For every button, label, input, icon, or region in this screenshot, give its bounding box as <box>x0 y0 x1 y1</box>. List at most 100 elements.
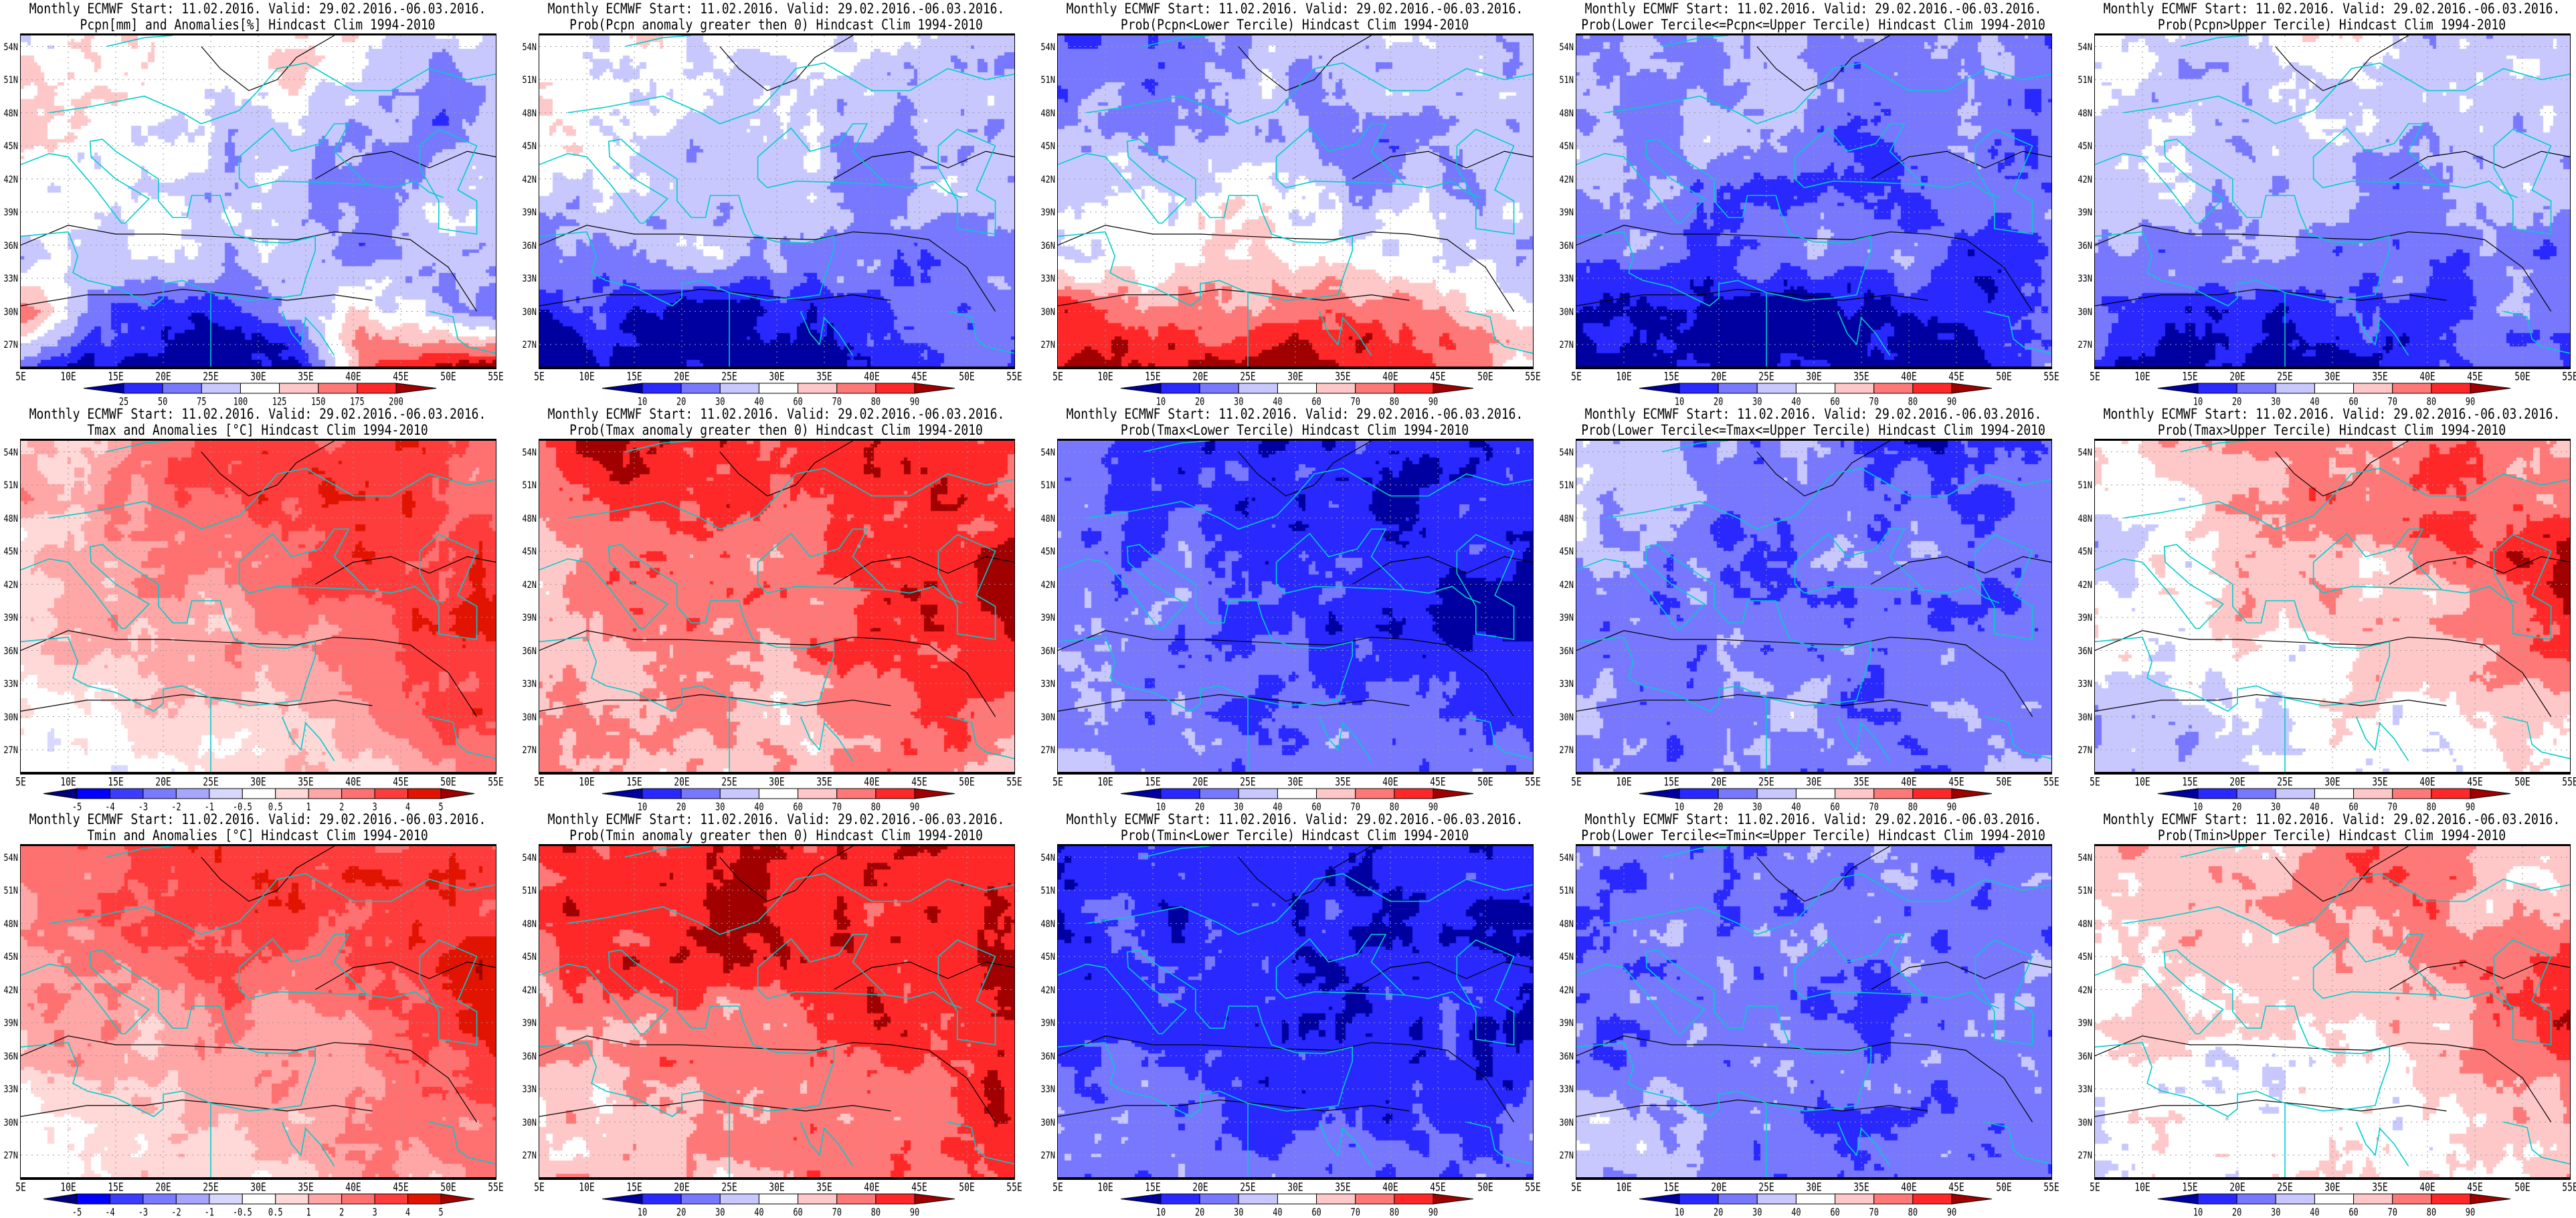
lat-tick-label: 42N <box>1040 984 1055 995</box>
lat-tick-label: 54N <box>522 851 537 863</box>
coastline <box>567 500 701 519</box>
colorbar-legend <box>82 383 438 397</box>
coastline <box>1275 528 1406 594</box>
lat-tick-label: 51N <box>3 74 18 86</box>
coastline <box>1318 716 1344 751</box>
lat-tick-label: 45N <box>2078 140 2092 152</box>
coastline <box>567 95 701 114</box>
colorbar-low-triangle <box>2157 788 2199 799</box>
lat-tick-label: 27N <box>1559 1149 1574 1161</box>
lon-tick-label: 55E <box>2043 776 2059 789</box>
lat-tick-label: 30N <box>1040 711 1055 722</box>
lat-tick-label: 27N <box>3 338 18 350</box>
lat-tick-label: 54N <box>1559 41 1574 52</box>
colorbar-swatch <box>1873 1193 1914 1205</box>
lat-tick-label: 42N <box>1559 579 1574 590</box>
coastline <box>1737 62 2051 124</box>
panel-title-line2: Prob(Pcpn>Upper Tercile) Hindcast Clim 1… <box>2157 16 2506 33</box>
map-plot-area[interactable] <box>2094 439 2571 775</box>
colorbar-swatch <box>758 383 799 394</box>
lat-tick-label: 33N <box>3 678 18 690</box>
colorbar-swatch <box>242 788 276 799</box>
colorbar-swatch <box>76 788 110 799</box>
map-plot-area[interactable] <box>2094 33 2571 369</box>
lat-tick-label: 30N <box>2078 711 2092 722</box>
colorbar-swatch <box>1199 1193 1239 1205</box>
coastline <box>2180 441 2247 453</box>
lon-tick-label: 50E <box>2514 776 2531 789</box>
coastline <box>281 311 306 346</box>
lat-tick-label: 42N <box>2078 579 2092 590</box>
lon-tick-label: 55E <box>1525 1181 1541 1195</box>
lon-tick-label: 5E <box>15 776 26 789</box>
colorbar-low-triangle <box>1120 788 1162 799</box>
map-plot-area[interactable] <box>1057 844 1534 1180</box>
lat-tick-label: 45N <box>522 140 537 152</box>
lat-tick-label: 39N <box>2078 611 2092 623</box>
map-plot-area[interactable] <box>539 33 1015 369</box>
colorbar <box>602 383 955 394</box>
colorbar-swatch <box>2392 788 2432 799</box>
lon-tick-label: 55E <box>488 371 504 384</box>
lon-tick-label: 35E <box>298 776 314 789</box>
lon-tick-label: 40E <box>864 776 880 789</box>
colorbar-swatch <box>2197 788 2237 799</box>
colorbar-tick-label: 20 <box>1713 1206 1724 1218</box>
colorbar <box>1639 383 1993 394</box>
colorbar-tick-label: 10 <box>1674 1206 1685 1218</box>
lat-tick-label: 39N <box>522 611 537 623</box>
lon-tick-label: 30E <box>250 776 266 789</box>
map-overlay <box>21 846 496 1177</box>
colorbar-swatch <box>875 788 915 799</box>
map-panel: Monthly ECMWF Start: 11.02.2016. Valid: … <box>0 405 519 813</box>
coastline <box>1974 534 2033 640</box>
lat-tick-label: 51N <box>1559 884 1574 896</box>
panel-title-line1: Monthly ECMWF Start: 11.02.2016. Valid: … <box>547 0 1005 18</box>
colorbar-swatch <box>1873 788 1914 799</box>
lat-tick-label: 33N <box>3 272 18 284</box>
contour-line <box>1576 1099 1928 1117</box>
map-plot-area[interactable] <box>1057 439 1534 775</box>
map-plot-area[interactable] <box>20 439 496 775</box>
map-plot-area[interactable] <box>539 844 1015 1180</box>
map-plot-area[interactable] <box>539 439 1015 775</box>
coastline <box>1456 534 1515 640</box>
map-plot-area[interactable] <box>1576 844 2052 1180</box>
coastline <box>2355 716 2381 751</box>
lat-tick-label: 51N <box>2078 884 2092 896</box>
map-plot-area[interactable] <box>1057 33 1534 369</box>
lon-tick-label: 5E <box>1052 371 1063 384</box>
lon-tick-label: 45E <box>1430 776 1446 789</box>
lat-tick-label: 36N <box>1040 1050 1055 1061</box>
coastline <box>1218 468 1533 530</box>
lon-tick-label: 55E <box>488 776 504 789</box>
colorbar <box>1639 788 1993 799</box>
map-panel: Monthly ECMWF Start: 11.02.2016. Valid: … <box>0 811 519 1218</box>
colorbar-swatch <box>642 788 682 799</box>
coastline <box>429 310 496 354</box>
coastline <box>1275 123 1406 189</box>
colorbar-tick-label: 40 <box>1791 1206 1801 1218</box>
map-plot-area[interactable] <box>2094 844 2571 1180</box>
contour-line <box>2389 961 2570 991</box>
map-plot-area[interactable] <box>1576 33 2052 369</box>
coastline <box>1661 846 1729 858</box>
lon-tick-label: 35E <box>2372 371 2388 384</box>
lon-tick-label: 40E <box>345 1181 361 1195</box>
coastline <box>1737 873 2051 935</box>
lat-tick-label: 48N <box>522 107 537 118</box>
panel-title-line2: Prob(Tmax anomaly greater then 0) Hindca… <box>569 421 983 439</box>
colorbar-swatch <box>2431 383 2471 394</box>
lat-tick-label: 33N <box>3 1083 18 1095</box>
map-panel: Monthly ECMWF Start: 11.02.2016. Valid: … <box>1037 811 1556 1218</box>
map-plot-area[interactable] <box>1576 439 2052 775</box>
lon-tick-label: 10E <box>2134 776 2150 789</box>
colorbar-swatch <box>123 383 163 394</box>
map-plot-area[interactable] <box>20 844 496 1180</box>
coastline <box>106 846 173 858</box>
lat-tick-label: 42N <box>3 579 18 590</box>
map-plot-area[interactable] <box>20 33 496 369</box>
panel-title-line1: Monthly ECMWF Start: 11.02.2016. Valid: … <box>29 811 486 828</box>
colorbar-swatch <box>162 383 202 394</box>
lon-tick-label: 55E <box>2562 776 2576 789</box>
